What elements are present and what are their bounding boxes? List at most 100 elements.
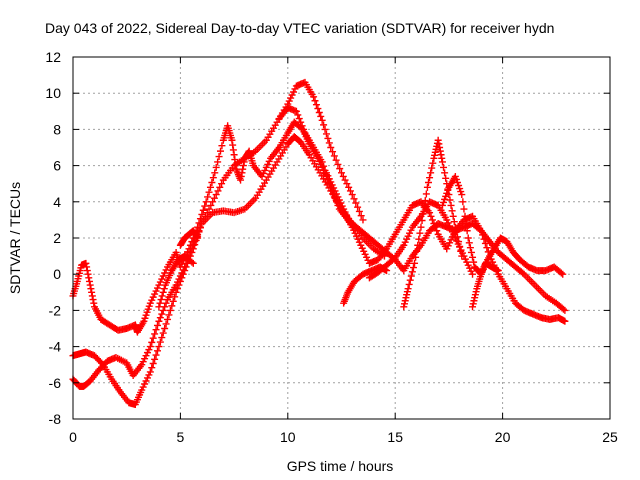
- data-point: [481, 239, 489, 247]
- data-point: [162, 320, 170, 328]
- data-point: [355, 207, 363, 215]
- data-point: [329, 148, 337, 156]
- data-point: [153, 347, 161, 355]
- x-tick-label: 5: [177, 429, 185, 445]
- data-point: [159, 329, 167, 337]
- data-point: [479, 231, 487, 239]
- axis-ticks: [72, 56, 611, 420]
- data-point: [320, 162, 328, 170]
- data-point: [158, 292, 166, 300]
- data-point: [463, 227, 471, 235]
- data-point: [330, 152, 338, 160]
- data-point: [320, 121, 328, 129]
- data-series: [69, 78, 367, 409]
- data-point: [164, 315, 172, 323]
- data-point: [466, 244, 474, 252]
- data-point: [148, 364, 156, 372]
- data-point: [189, 259, 197, 267]
- data-point: [158, 310, 166, 318]
- y-tick-label: -4: [49, 339, 62, 355]
- data-point: [175, 281, 183, 289]
- data-point: [179, 270, 187, 278]
- data-point: [174, 285, 182, 293]
- data-point: [83, 263, 91, 271]
- data-point: [428, 216, 436, 224]
- data-point: [431, 223, 439, 231]
- data-point: [161, 325, 169, 332]
- data-point: [186, 241, 194, 249]
- data-point: [237, 176, 245, 184]
- data-series: [469, 259, 502, 311]
- data-point: [90, 299, 98, 307]
- data-point: [211, 169, 219, 177]
- data-point: [418, 217, 426, 225]
- data-point: [196, 215, 204, 223]
- data-point: [416, 229, 424, 237]
- data-point: [207, 201, 215, 209]
- data-point: [404, 285, 412, 293]
- data-point: [419, 210, 427, 218]
- data-point: [321, 125, 329, 133]
- data-point: [149, 359, 157, 367]
- data-point: [88, 292, 96, 300]
- data-point: [357, 212, 365, 220]
- data-point: [429, 159, 437, 167]
- data-point: [85, 277, 93, 285]
- data-point: [159, 288, 167, 296]
- data-point: [427, 212, 435, 220]
- data-point: [339, 172, 347, 180]
- data-point: [195, 219, 203, 227]
- data-point: [336, 165, 344, 173]
- data-point: [229, 141, 237, 149]
- data-point: [462, 220, 470, 228]
- data-point: [158, 334, 166, 342]
- data-point: [406, 276, 414, 284]
- x-tick-label: 20: [495, 429, 511, 445]
- data-point: [315, 109, 323, 117]
- y-tick-label: 4: [53, 194, 61, 210]
- data-point: [205, 205, 213, 213]
- data-point: [409, 264, 417, 272]
- data-point: [441, 169, 449, 177]
- data-point: [561, 317, 569, 325]
- data-point: [198, 210, 206, 218]
- tick-labels: 0 5 10 15 20 25 -8 -6 -4 -2 0 2 4 6 8 10 12: [45, 49, 618, 445]
- data-point: [408, 268, 416, 276]
- data-point: [83, 267, 91, 275]
- data-point: [465, 239, 473, 247]
- data-point: [155, 303, 163, 311]
- data-point: [428, 164, 436, 172]
- x-tick-label: 0: [69, 429, 77, 445]
- data-point: [210, 194, 218, 202]
- data-point: [218, 142, 226, 150]
- data-point: [208, 178, 216, 186]
- data-point: [160, 285, 168, 293]
- data-point: [436, 144, 444, 151]
- data-point: [312, 101, 320, 109]
- data-point: [212, 191, 220, 199]
- data-point: [460, 205, 468, 213]
- data-point: [152, 351, 160, 359]
- data-point: [417, 223, 425, 231]
- data-series: [176, 227, 202, 249]
- data-point: [420, 203, 428, 211]
- data-point: [193, 233, 201, 241]
- data-point: [88, 288, 96, 296]
- data-point: [461, 212, 469, 220]
- data-point: [239, 162, 247, 170]
- data-point: [216, 183, 224, 191]
- data-point: [457, 247, 465, 255]
- data-point: [440, 163, 448, 171]
- data-point: [354, 203, 362, 211]
- y-tick-label: 10: [45, 85, 61, 101]
- data-point: [214, 158, 222, 166]
- data-point: [297, 118, 305, 126]
- data-point: [469, 270, 477, 278]
- data-point: [300, 125, 308, 133]
- data-point: [421, 197, 429, 205]
- data-point: [317, 112, 325, 120]
- data-point: [430, 220, 438, 228]
- data-point: [426, 209, 434, 217]
- data-point: [172, 288, 180, 296]
